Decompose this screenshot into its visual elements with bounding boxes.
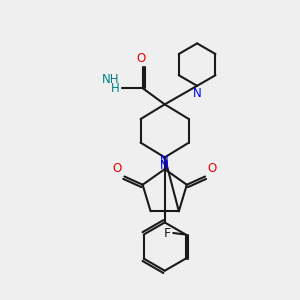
- Text: O: O: [136, 52, 146, 65]
- Text: N: N: [160, 154, 169, 167]
- Text: N: N: [160, 159, 169, 172]
- Text: F: F: [164, 226, 171, 239]
- Text: O: O: [113, 162, 122, 175]
- Text: O: O: [207, 162, 217, 175]
- Text: H: H: [111, 82, 120, 94]
- Text: N: N: [193, 87, 202, 100]
- Text: NH: NH: [102, 73, 120, 86]
